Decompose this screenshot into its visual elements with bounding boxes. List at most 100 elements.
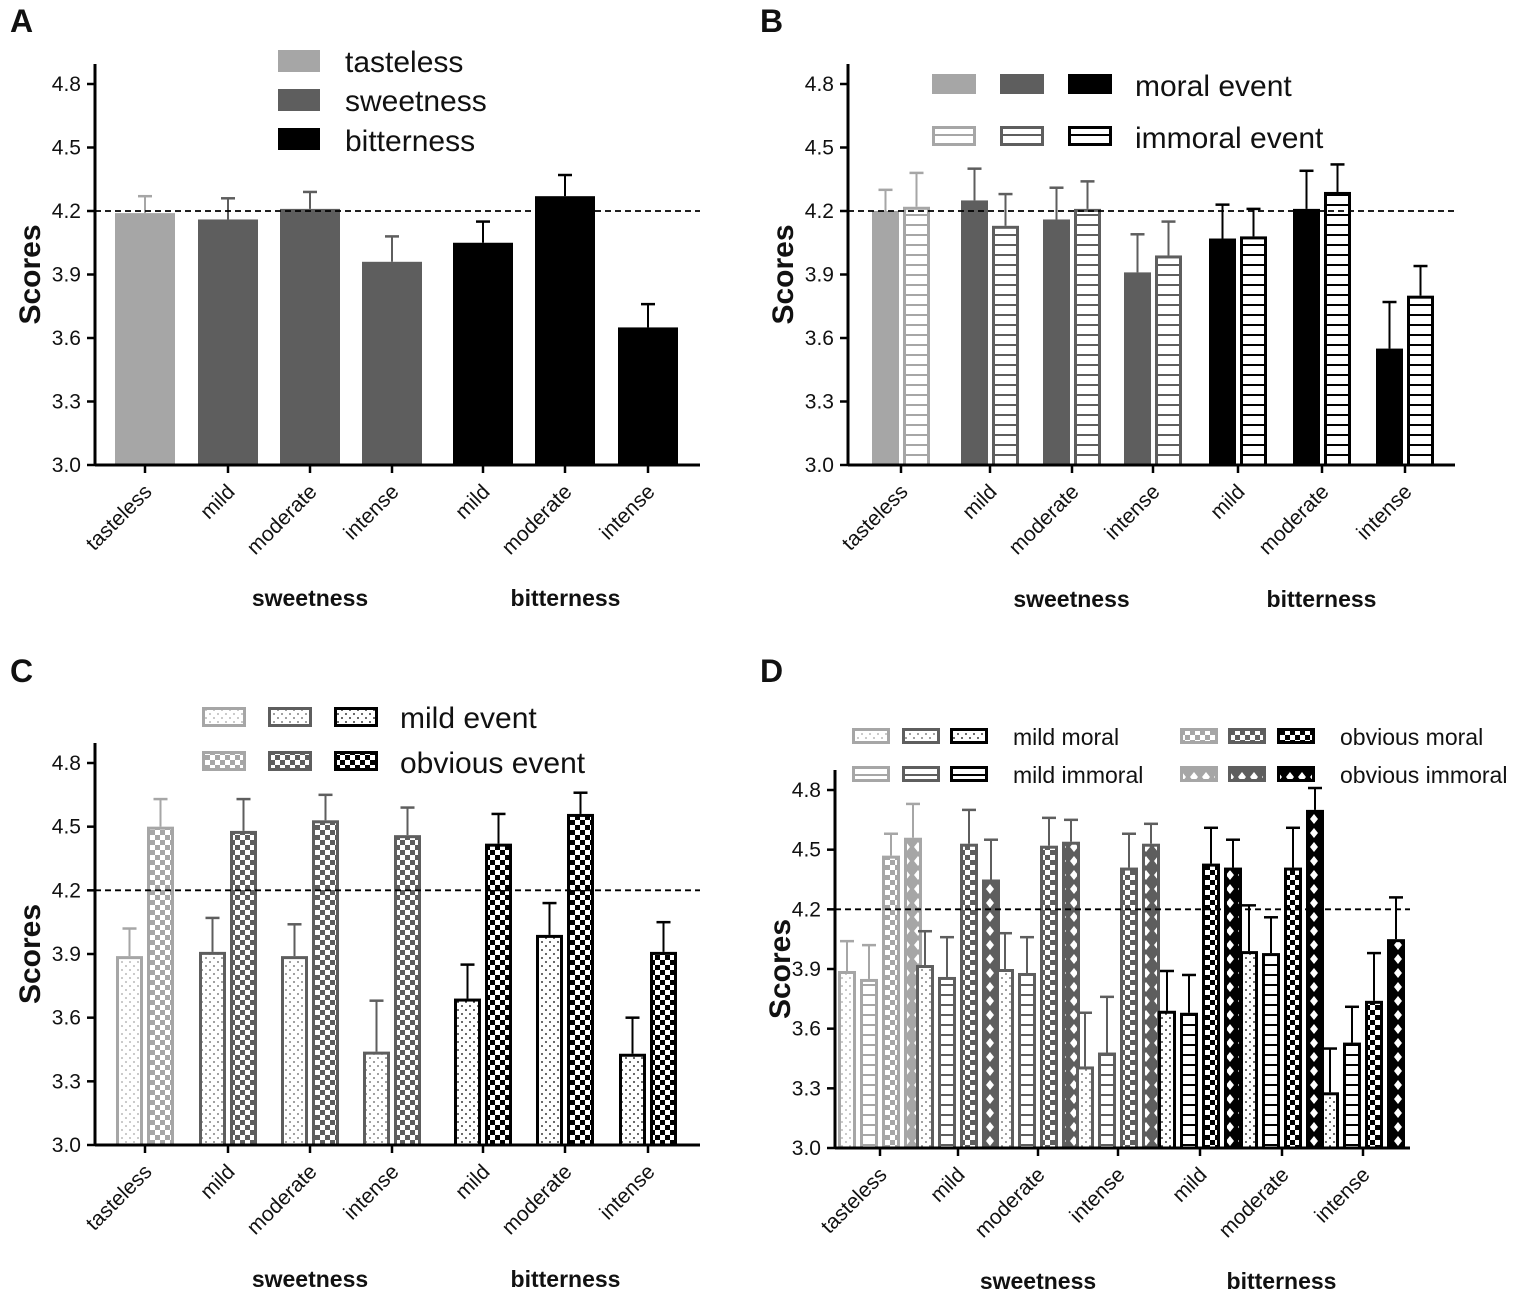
x-tick-label: mild: [926, 1163, 969, 1206]
legend-swatch: [1000, 126, 1044, 146]
group-label: bitterness: [511, 585, 621, 611]
bar-obvious-event: [567, 813, 594, 1147]
legend-label: immoral event: [1135, 122, 1324, 155]
legend-swatch: [268, 707, 312, 727]
y-tick-label: 3.0: [805, 454, 834, 477]
legend-label: sweetness: [345, 85, 487, 118]
panel-letter: B: [760, 3, 783, 39]
bar-mild-event: [536, 934, 563, 1147]
y-tick-label: 3.0: [52, 454, 81, 477]
group-label: bitterness: [1267, 586, 1377, 612]
legend-swatch: [334, 707, 378, 727]
bar-mild-event: [619, 1053, 646, 1147]
x-tick-label: intense: [1310, 1163, 1374, 1227]
x-tick-label: moderate: [498, 1160, 577, 1239]
bar-immoral-event: [1240, 236, 1267, 467]
bar-moral-event: [961, 200, 988, 465]
bar-mild-moral: [1158, 1010, 1176, 1150]
legend-swatch: [1228, 766, 1266, 782]
bar-immoral-event: [992, 225, 1019, 467]
group-label: sweetness: [980, 1268, 1096, 1294]
legend-swatch: [268, 751, 312, 771]
bar-mild-moral: [916, 965, 934, 1150]
bar-score: [535, 196, 595, 465]
x-tick-label: moderate: [243, 480, 322, 559]
group-label: bitterness: [1227, 1268, 1337, 1294]
legend-swatch: [334, 751, 378, 771]
x-tick-label: moderate: [243, 1160, 322, 1239]
bar-mild-immoral: [1343, 1042, 1361, 1150]
y-axis-title: Scores: [767, 224, 800, 324]
legend-label: obvious moral: [1340, 724, 1483, 750]
x-tick-label: moderate: [1005, 480, 1084, 559]
legend-swatch: [1180, 728, 1218, 744]
legend-swatch: [1180, 766, 1218, 782]
y-axis-title: Scores: [14, 904, 47, 1004]
y-tick-label: 3.0: [792, 1137, 821, 1160]
bar-obvious-immoral: [1224, 867, 1242, 1150]
legend-swatch: [278, 50, 320, 72]
bar-score: [362, 261, 422, 465]
group-label: sweetness: [252, 585, 368, 611]
bar-obvious-moral: [882, 855, 900, 1150]
y-tick-label: 3.9: [805, 264, 834, 287]
y-tick-label: 4.5: [52, 137, 81, 160]
y-tick-label: 3.6: [52, 1007, 81, 1030]
bar-obvious-event: [650, 951, 677, 1147]
x-tick-label: moderate: [971, 1163, 1050, 1242]
x-tick-label: intense: [339, 1160, 403, 1224]
legend-swatch: [1068, 74, 1112, 94]
bar-mild-moral: [838, 970, 856, 1150]
legend-label: mild event: [400, 702, 537, 735]
y-tick-label: 3.3: [805, 391, 834, 414]
bar-mild-event: [454, 998, 481, 1147]
legend-swatch: [202, 751, 246, 771]
bar-obvious-event: [230, 830, 257, 1147]
legend-swatch: [932, 74, 976, 94]
legend-label: mild moral: [1013, 724, 1119, 750]
y-tick-label: 4.8: [805, 73, 834, 96]
bar-moral-event: [1043, 219, 1070, 465]
legend-swatch: [852, 766, 890, 782]
bar-obvious-moral: [1202, 863, 1220, 1150]
bar-mild-immoral: [1262, 953, 1280, 1150]
bar-obvious-event: [394, 835, 421, 1147]
bar-moral-event: [1376, 348, 1403, 465]
bar-mild-immoral: [1018, 972, 1036, 1150]
legend-swatch: [932, 126, 976, 146]
x-tick-label: moderate: [1255, 480, 1334, 559]
legend-swatch: [950, 766, 988, 782]
legend-swatch: [202, 707, 246, 727]
bar-obvious-moral: [960, 843, 978, 1150]
legend-swatch: [902, 766, 940, 782]
x-tick-label: tasteless: [82, 480, 157, 555]
bar-mild-moral: [1076, 1066, 1094, 1150]
legend-label: moral event: [1135, 70, 1292, 103]
y-tick-label: 4.8: [792, 779, 821, 802]
y-tick-label: 3.9: [52, 943, 81, 966]
bar-obvious-moral: [1120, 867, 1138, 1150]
y-tick-label: 3.0: [52, 1134, 81, 1157]
x-tick-label: tasteless: [817, 1163, 892, 1238]
bar-immoral-event: [1407, 295, 1434, 467]
y-tick-label: 3.9: [52, 264, 81, 287]
y-tick-label: 4.5: [792, 839, 821, 862]
legend-label: tasteless: [345, 46, 463, 79]
y-tick-label: 4.2: [52, 879, 81, 902]
legend-swatch: [950, 728, 988, 744]
legend: moral event immoral event: [932, 70, 1324, 155]
x-tick-label: intense: [595, 1160, 659, 1224]
bar-moral-event: [1293, 208, 1320, 465]
bar-mild-event: [116, 956, 143, 1147]
legend-label: obvious event: [400, 747, 586, 780]
x-tick-label: intense: [1352, 480, 1416, 544]
legend-label: mild immoral: [1013, 762, 1143, 788]
x-tick-label: mild: [1206, 480, 1249, 523]
legend-swatch: [852, 728, 890, 744]
bar-mild-moral: [1321, 1092, 1339, 1150]
bar-score: [280, 208, 340, 465]
legend: mild moral mild immoral obvious moral obvio…: [852, 724, 1507, 788]
y-tick-label: 4.2: [52, 200, 81, 223]
y-tick-label: 4.5: [805, 137, 834, 160]
